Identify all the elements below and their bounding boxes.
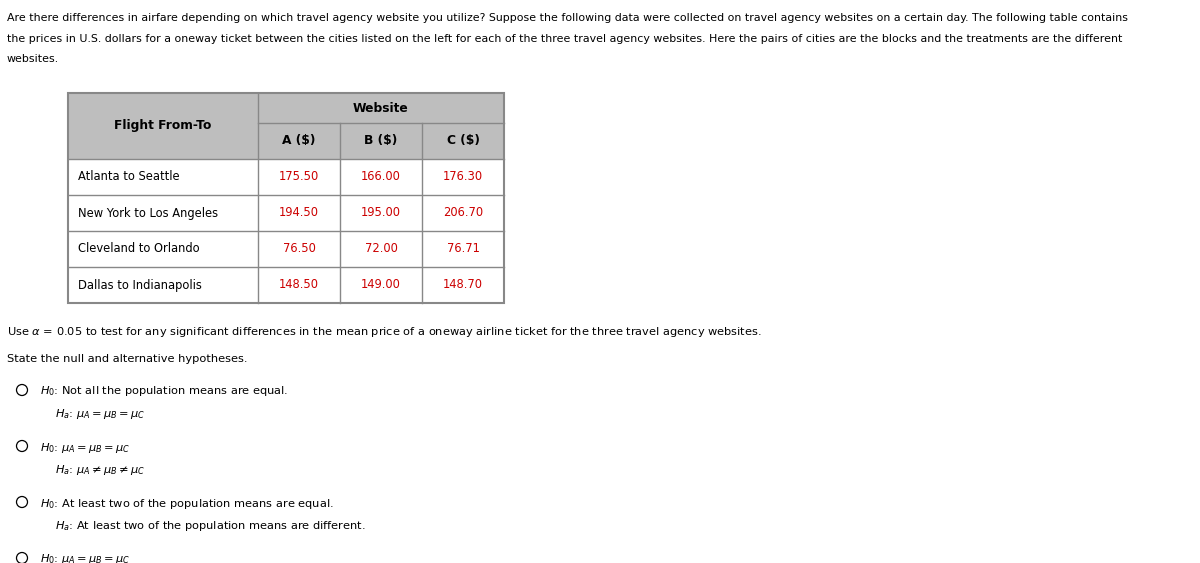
Bar [68, 267, 504, 303]
Text: 166.00: 166.00 [361, 171, 401, 184]
Text: 76.71: 76.71 [446, 243, 480, 256]
Text: 148.70: 148.70 [443, 279, 482, 292]
Text: 175.50: 175.50 [278, 171, 319, 184]
Text: $H_0$: $\mu_A = \mu_B = \mu_C$: $H_0$: $\mu_A = \mu_B = \mu_C$ [40, 440, 130, 454]
Text: Atlanta to Seattle: Atlanta to Seattle [78, 171, 180, 184]
Bar [422, 123, 504, 159]
Text: 76.50: 76.50 [282, 243, 316, 256]
Bar [68, 231, 504, 267]
Text: B ($): B ($) [365, 135, 397, 148]
Text: $H_a$: $\mu_A = \mu_B = \mu_C$: $H_a$: $\mu_A = \mu_B = \mu_C$ [55, 407, 145, 421]
Text: $H_a$: $\mu_A \neq \mu_B \neq \mu_C$: $H_a$: $\mu_A \neq \mu_B \neq \mu_C$ [55, 463, 145, 477]
Bar [258, 123, 340, 159]
Text: Dallas to Indianapolis: Dallas to Indianapolis [78, 279, 202, 292]
Text: Cleveland to Orlando: Cleveland to Orlando [78, 243, 199, 256]
Text: C ($): C ($) [446, 135, 480, 148]
Text: 176.30: 176.30 [443, 171, 484, 184]
Bar [68, 159, 504, 195]
Text: 72.00: 72.00 [365, 243, 397, 256]
Text: 148.50: 148.50 [278, 279, 319, 292]
Text: $H_a$: At least two of the population means are different.: $H_a$: At least two of the population me… [55, 519, 366, 533]
Text: Website: Website [353, 101, 409, 114]
Text: 195.00: 195.00 [361, 207, 401, 220]
Text: 206.70: 206.70 [443, 207, 484, 220]
Text: Are there differences in airfare depending on which travel agency website you ut: Are there differences in airfare dependi… [7, 13, 1128, 23]
Text: 194.50: 194.50 [278, 207, 319, 220]
Text: Use $\alpha$ = 0.05 to test for any significant differences in the mean price of: Use $\alpha$ = 0.05 to test for any sign… [7, 325, 762, 339]
Bar [68, 195, 504, 231]
Bar [68, 93, 258, 159]
Text: websites.: websites. [7, 54, 59, 64]
Bar [340, 123, 422, 159]
Text: Flight From-To: Flight From-To [114, 119, 211, 132]
Text: $H_0$: Not all the population means are equal.: $H_0$: Not all the population means are … [40, 385, 288, 399]
Text: $H_0$: At least two of the population means are equal.: $H_0$: At least two of the population me… [40, 497, 334, 511]
Text: 149.00: 149.00 [361, 279, 401, 292]
Text: $H_0$: $\mu_A = \mu_B = \mu_C$: $H_0$: $\mu_A = \mu_B = \mu_C$ [40, 552, 130, 563]
Bar [68, 93, 504, 303]
Text: A ($): A ($) [282, 135, 316, 148]
Bar [258, 93, 504, 123]
Text: State the null and alternative hypotheses.: State the null and alternative hypothese… [7, 354, 247, 364]
Text: the prices in U.S. dollars for a oneway ticket between the cities listed on the : the prices in U.S. dollars for a oneway … [7, 34, 1122, 43]
Text: New York to Los Angeles: New York to Los Angeles [78, 207, 218, 220]
